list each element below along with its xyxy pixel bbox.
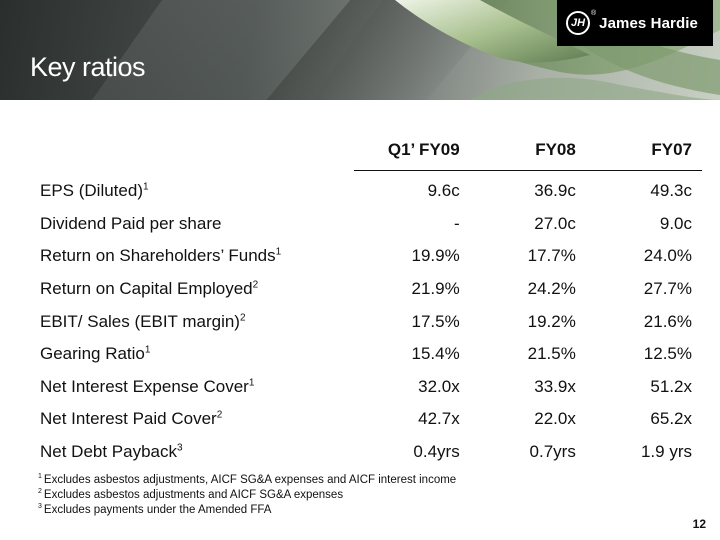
- footnotes: 1 Excludes asbestos adjustments, AICF SG&…: [38, 473, 456, 518]
- cell-value: 19.9%: [411, 246, 460, 266]
- cell-value: -: [454, 213, 460, 233]
- cell-value: 33.9x: [534, 376, 576, 396]
- column-header-q1-fy09: Q1’ FY09: [353, 130, 470, 171]
- row-label: EBIT/ Sales (EBIT margin)2: [40, 311, 246, 331]
- footnote-ref: 1: [142, 181, 149, 193]
- table-row: Net Debt Payback3 0.4yrs 0.7yrs 1.9 yrs: [30, 436, 702, 469]
- row-label: Dividend Paid per share: [40, 213, 222, 233]
- row-label: Return on Capital Employed2: [40, 279, 259, 299]
- cell-value: 21.9%: [411, 279, 460, 299]
- footnote-ref: 2: [252, 279, 259, 291]
- cell-value: 65.2x: [650, 409, 692, 429]
- brand-name: James Hardie: [599, 14, 698, 32]
- table-row: Net Interest Expense Cover1 32.0x 33.9x …: [30, 371, 702, 404]
- footnote-ref: 2: [239, 312, 246, 324]
- footnote-ref: 1: [248, 377, 255, 389]
- row-label: Net Interest Paid Cover2: [40, 409, 223, 429]
- row-label: Gearing Ratio1: [40, 344, 151, 364]
- footnote: 2 Excludes asbestos adjustments and AICF …: [38, 488, 344, 501]
- page-number: 12: [692, 517, 706, 531]
- table-row: EBIT/ Sales (EBIT margin)2 17.5% 19.2% 2…: [30, 305, 702, 338]
- cell-value: 15.4%: [411, 344, 460, 364]
- table-header-row: Q1’ FY09 FY08 FY07: [30, 130, 702, 171]
- cell-value: 17.5%: [411, 311, 460, 331]
- cell-value: 42.7x: [418, 409, 460, 429]
- footnote-ref: 2: [216, 409, 223, 421]
- cell-value: 21.6%: [643, 311, 692, 331]
- table-row: Gearing Ratio1 15.4% 21.5% 12.5%: [30, 338, 702, 371]
- cell-value: 24.2%: [527, 279, 576, 299]
- table-row: Net Interest Paid Cover2 42.7x 22.0x 65.…: [30, 403, 702, 436]
- header-blank-cell: [30, 130, 354, 171]
- cell-value: 19.2%: [527, 311, 576, 331]
- footnote-ref: 3: [177, 442, 183, 454]
- row-label: Net Debt Payback3: [40, 442, 183, 462]
- footnote-ref: 1: [144, 344, 151, 356]
- row-label: Return on Shareholders’ Funds1: [40, 246, 282, 266]
- james-hardie-logo: JH ® James Hardie: [557, 0, 713, 46]
- cell-value: 0.4yrs: [413, 442, 460, 462]
- column-header-fy07: FY07: [585, 130, 702, 171]
- cell-value: 22.0x: [534, 409, 576, 429]
- footnote-ref: 1: [275, 246, 282, 258]
- cell-value: 27.0c: [534, 213, 576, 233]
- footnote: 3 Excludes payments under the Amended FFA: [38, 503, 272, 516]
- column-header-fy08: FY08: [469, 130, 586, 171]
- row-label: Net Interest Expense Cover1: [40, 376, 255, 396]
- cell-value: 51.2x: [650, 376, 692, 396]
- cell-value: 12.5%: [643, 344, 692, 364]
- cell-value: 27.7%: [643, 279, 692, 299]
- table-row: Dividend Paid per share - 27.0c 9.0c: [30, 208, 702, 241]
- cell-value: 1.9 yrs: [640, 442, 692, 462]
- header-banner: Key ratios JH ® James Hardie: [0, 0, 720, 100]
- cell-value: 9.6c: [427, 181, 460, 201]
- cell-value: 36.9c: [534, 181, 576, 201]
- cell-value: 0.7yrs: [529, 442, 576, 462]
- table-row: Return on Capital Employed2 21.9% 24.2% …: [30, 273, 702, 306]
- cell-value: 24.0%: [643, 246, 692, 266]
- cell-value: 32.0x: [418, 376, 460, 396]
- registered-mark: ®: [591, 10, 597, 17]
- cell-value: 9.0c: [659, 213, 692, 233]
- table-row: Return on Shareholders’ Funds1 19.9% 17.…: [30, 240, 702, 273]
- cell-value: 21.5%: [527, 344, 576, 364]
- jh-logo-icon: JH: [566, 11, 590, 35]
- row-label: EPS (Diluted)1: [40, 181, 149, 201]
- table-row: EPS (Diluted)1 9.6c 36.9c 49.3c: [30, 171, 702, 208]
- page-title: Key ratios: [30, 52, 146, 82]
- footnote: 1 Excludes asbestos adjustments, AICF SG&…: [38, 473, 457, 486]
- cell-value: 49.3c: [650, 181, 692, 201]
- key-ratios-table: Q1’ FY09 FY08 FY07 EPS (Diluted)1 9.6c 3…: [30, 130, 702, 468]
- cell-value: 17.7%: [527, 246, 576, 266]
